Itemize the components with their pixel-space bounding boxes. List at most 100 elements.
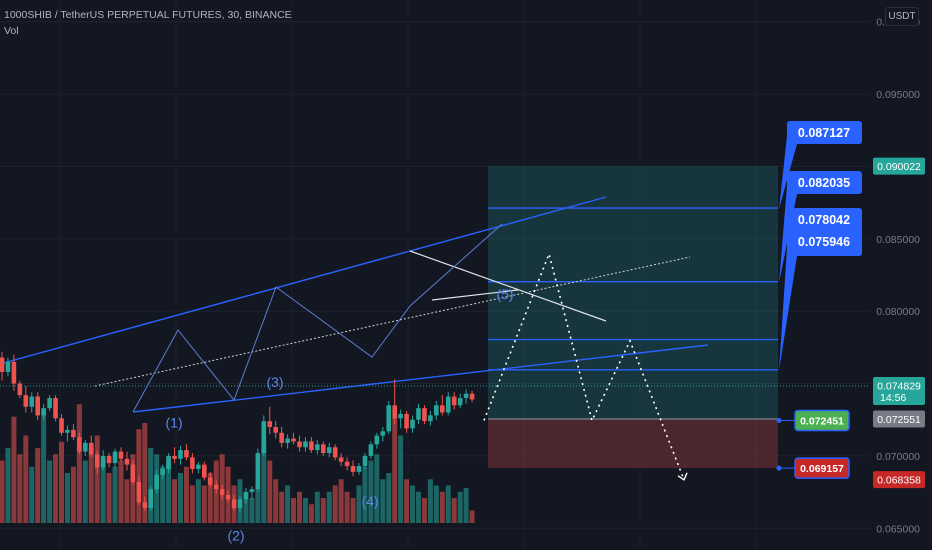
- volume-bar: [47, 460, 53, 523]
- badge-price: 0.090022: [877, 161, 921, 173]
- candle-body: [231, 499, 237, 509]
- projection-arrowhead: [677, 472, 688, 481]
- volume-bar: [35, 448, 41, 523]
- price-axis-tick: 0.070000: [876, 451, 920, 463]
- target-callout: 0.087127: [779, 121, 862, 210]
- volume-bar: [457, 491, 463, 523]
- candle-body: [440, 405, 445, 413]
- candle-body: [249, 489, 255, 493]
- candle-body: [326, 447, 332, 454]
- candle-body: [321, 444, 326, 454]
- candle-body: [297, 441, 302, 448]
- callout-price: 0.072451: [800, 415, 844, 427]
- volume-bar: [130, 454, 136, 523]
- candle-body: [410, 419, 415, 429]
- callout-price: 0.078042: [798, 213, 850, 227]
- candle-body: [356, 466, 362, 472]
- candle-body: [392, 405, 397, 419]
- volume-bar: [23, 435, 29, 523]
- volume-bar: [308, 504, 314, 523]
- candle-body: [112, 451, 118, 464]
- volume-bar: [374, 454, 380, 523]
- candle-body: [207, 477, 213, 485]
- volume-bar: [201, 485, 207, 523]
- volume-bar: [59, 441, 64, 523]
- volume-bar: [118, 460, 124, 523]
- callout-price: 0.087127: [798, 126, 850, 140]
- candle-body: [166, 455, 171, 469]
- elliott-wave-path: [132, 223, 503, 413]
- volume-bar: [183, 466, 189, 523]
- volume-bar: [326, 491, 332, 523]
- candle-body: [451, 396, 457, 406]
- price-axis-tick: 0.095000: [876, 89, 920, 101]
- volume-bar: [64, 473, 70, 523]
- candle-body: [77, 437, 82, 452]
- badge-bg: [873, 157, 925, 175]
- volume-bar: [380, 479, 386, 523]
- volume-bar: [314, 491, 320, 523]
- candle-body: [202, 464, 207, 478]
- price-axis-badge: 0.068358: [873, 471, 925, 489]
- callout-pointer: [779, 248, 797, 371]
- volume-bar: [82, 460, 88, 523]
- volume-bar: [136, 429, 142, 523]
- volume-bar: [338, 479, 344, 523]
- candle-body: [35, 396, 40, 416]
- candle-body: [118, 451, 124, 459]
- currency-button[interactable]: USDT: [885, 7, 919, 26]
- candle-body: [65, 429, 70, 433]
- badge-bg: [873, 410, 925, 428]
- callout-price: 0.069157: [800, 463, 844, 475]
- candle-body: [142, 502, 148, 509]
- volume-bar: [255, 485, 261, 523]
- volume-bar: [356, 485, 362, 523]
- volume-bar: [172, 479, 178, 523]
- candle-body: [53, 398, 58, 419]
- volume-bar: [207, 473, 213, 523]
- volume-bar: [70, 466, 76, 523]
- volume-bar: [11, 416, 17, 523]
- candle-body: [94, 454, 100, 468]
- wave-label: (2): [227, 528, 244, 544]
- volume-bar: [291, 498, 297, 523]
- volume-bar: [267, 460, 273, 523]
- candle-body: [362, 455, 368, 467]
- candle-body: [124, 458, 130, 465]
- candle-body: [178, 450, 183, 459]
- candle-body: [273, 426, 278, 433]
- volume-bar: [410, 485, 416, 523]
- candle-body: [368, 444, 374, 456]
- price-axis-tick: 0.085000: [876, 234, 920, 246]
- price-axis-tick: 0.065000: [876, 523, 920, 535]
- candle-body: [11, 361, 17, 384]
- volume-bar: [88, 448, 94, 523]
- volume-bar: [279, 491, 285, 523]
- candle-body: [428, 415, 433, 422]
- volume-bar: [5, 448, 11, 523]
- volume-bar: [41, 410, 47, 523]
- volume-bar: [416, 491, 421, 523]
- candle-body: [380, 431, 386, 436]
- volume-bar: [404, 479, 410, 523]
- candle-body: [83, 442, 88, 452]
- candle-body: [172, 455, 177, 459]
- volume-bar: [0, 460, 5, 523]
- volume-bar: [124, 479, 130, 523]
- badge-bg: [873, 471, 925, 489]
- wave-label: (3): [266, 374, 283, 390]
- candle-body: [88, 442, 94, 455]
- price-axis-tick: 0.080000: [876, 306, 920, 318]
- volume-bar: [106, 473, 112, 523]
- volume-bar: [243, 491, 249, 523]
- candle-body: [416, 408, 421, 420]
- callout-price: 0.082035: [798, 176, 850, 190]
- candle-body: [445, 396, 451, 413]
- wedge-upper-line: [409, 250, 607, 322]
- volume-bar: [17, 454, 23, 523]
- candle-body: [106, 455, 112, 464]
- candle-body: [130, 464, 136, 482]
- badge-bg: [873, 377, 925, 406]
